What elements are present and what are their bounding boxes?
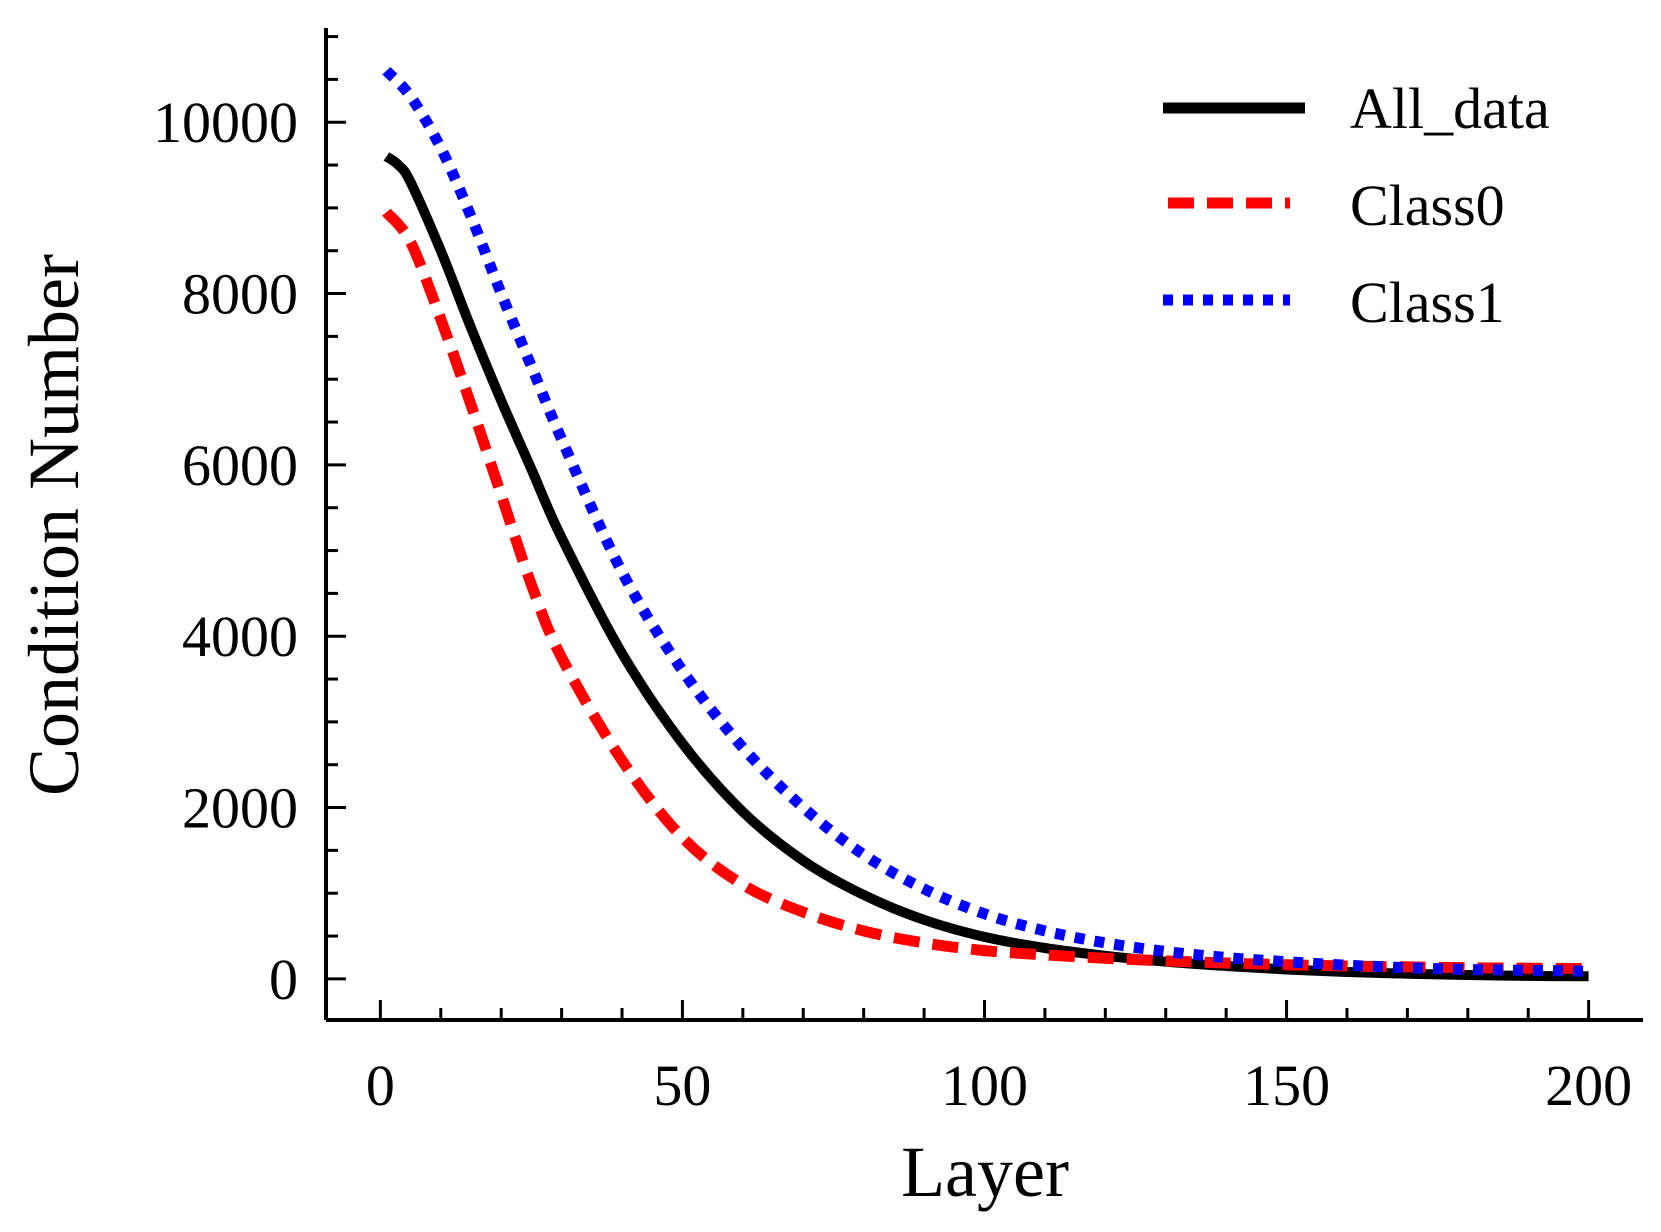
legend: All_data Class0 Class1: [1163, 76, 1550, 335]
x-tick-label: 100: [941, 1053, 1028, 1118]
series-group: [382, 66, 1589, 982]
series-line-all-data: [383, 152, 1589, 982]
ticks: [326, 35, 1591, 1020]
legend-label-class1: Class1: [1350, 270, 1505, 335]
y-tick-label: 8000: [182, 262, 298, 327]
y-tick-label: 6000: [182, 433, 298, 498]
x-tick-label: 0: [366, 1053, 395, 1118]
legend-label-class0: Class0: [1350, 173, 1505, 238]
x-tick-label: 200: [1545, 1053, 1632, 1118]
x-tick-label: 50: [653, 1053, 711, 1118]
series-line-class1: [382, 66, 1589, 977]
y-tick-label: 4000: [182, 604, 298, 669]
y-tick-label: 2000: [182, 776, 298, 841]
x-axis-title: Layer: [901, 1132, 1069, 1212]
legend-label-all-data: All_data: [1350, 76, 1550, 141]
y-axis-title: Condition Number: [14, 254, 94, 796]
y-tick-label: 0: [269, 947, 298, 1012]
x-tick-label: 150: [1243, 1053, 1330, 1118]
series-line-class0: [382, 208, 1589, 975]
y-tick-label: 10000: [153, 90, 298, 155]
